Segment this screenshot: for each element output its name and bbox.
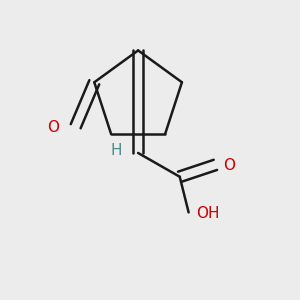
- Text: O: O: [223, 158, 235, 173]
- Text: OH: OH: [196, 206, 220, 221]
- Text: H: H: [110, 143, 122, 158]
- Text: O: O: [47, 120, 59, 135]
